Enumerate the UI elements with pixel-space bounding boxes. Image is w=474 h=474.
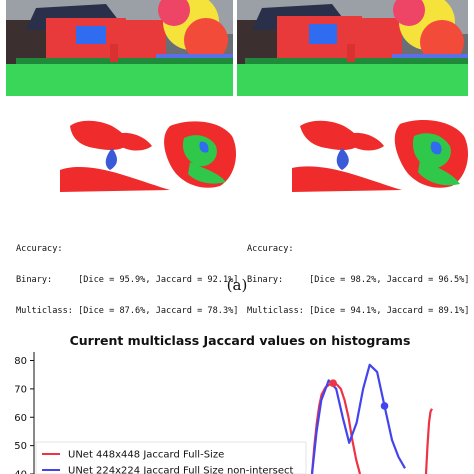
y-tick-label: 80	[14, 356, 27, 367]
y-ticks: 80 70 60 50 40	[14, 356, 34, 474]
segmentation-mask-right	[292, 112, 472, 194]
legend-label-series-2: UNet 224x224 Jaccard Full Size non-inter…	[68, 466, 294, 474]
chart-title: Current multiclass Jaccard values on his…	[70, 333, 411, 348]
legend-box	[35, 441, 307, 474]
segmentation-mask-left	[60, 112, 240, 194]
series-line-2	[310, 363, 406, 474]
segmentation-photo-right	[237, 0, 468, 96]
binary-metrics: Binary: [Dice = 98.2%, Jaccard = 96.5%]	[247, 275, 470, 286]
y-tick-label: 60	[14, 413, 27, 424]
metrics-block-right: Accuracy: Binary: [Dice = 98.2%, Jaccard…	[247, 224, 469, 326]
accuracy-label: Accuracy:	[16, 244, 63, 255]
series-line-1	[310, 382, 362, 474]
y-tick-label: 70	[14, 384, 27, 395]
binary-metrics: Binary: [Dice = 95.9%, Jaccard = 92.1%]	[16, 275, 239, 286]
y-tick-label: 40	[14, 470, 27, 474]
series-layer	[310, 363, 433, 474]
series-marker-2	[380, 402, 389, 410]
accuracy-label: Accuracy:	[247, 244, 294, 255]
segmentation-photo-left	[6, 0, 233, 96]
series-marker-1	[329, 379, 337, 388]
jaccard-histogram-chart: Current multiclass Jaccard values on his…	[14, 333, 433, 474]
y-tick-label: 50	[14, 441, 27, 452]
figure-caption: (a)	[226, 276, 248, 294]
legend-label-series-1: UNet 448x448 Jaccard Full-Size	[68, 450, 224, 461]
multiclass-metrics: Multiclass: [Dice = 94.1%, Jaccard = 89.…	[247, 305, 470, 316]
series-line-3	[424, 408, 433, 474]
metrics-block-left: Accuracy: Binary: [Dice = 95.9%, Jaccard…	[16, 224, 238, 326]
legend: UNet 448x448 Jaccard Full-Size UNet 224x…	[35, 441, 307, 474]
multiclass-metrics: Multiclass: [Dice = 87.6%, Jaccard = 78.…	[16, 305, 239, 316]
